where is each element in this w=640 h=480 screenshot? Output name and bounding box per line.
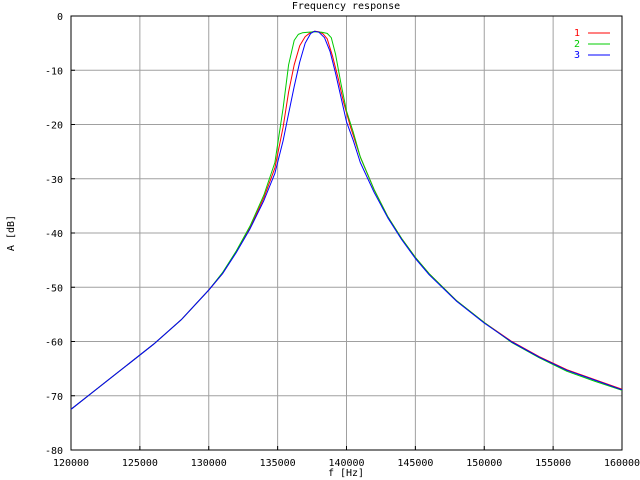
series-lines [70, 30, 623, 410]
y-tick-label: -10 [45, 66, 63, 77]
x-tick-label: 140000 [328, 458, 364, 469]
legend-label-3: 3 [574, 50, 580, 61]
chart-title: Frequency response [292, 1, 400, 12]
y-tick-label: -40 [45, 229, 63, 240]
series-line-3 [70, 30, 623, 410]
x-tick-label: 145000 [397, 458, 433, 469]
x-tick-label: 125000 [122, 458, 158, 469]
x-tick-label: 150000 [466, 458, 502, 469]
y-tick-label: -70 [45, 392, 63, 403]
x-tick-label: 155000 [535, 458, 571, 469]
legend-label-2: 2 [574, 39, 580, 50]
grid-lines [71, 16, 622, 450]
y-tick-label: -80 [45, 446, 63, 457]
legend: 123 [574, 28, 610, 61]
y-tick-label: -50 [45, 283, 63, 294]
y-tick-label: -30 [45, 175, 63, 186]
y-tick-label: 0 [57, 12, 63, 23]
legend-label-1: 1 [574, 28, 580, 39]
x-tick-label: 135000 [260, 458, 296, 469]
x-tick-label: 130000 [191, 458, 227, 469]
x-axis-label: f [Hz] [328, 468, 364, 479]
y-tick-label: -60 [45, 338, 63, 349]
x-tick-label: 160000 [604, 458, 640, 469]
y-tick-label: -20 [45, 121, 63, 132]
y-axis-label: A [dB] [6, 215, 17, 251]
x-tick-label: 120000 [53, 458, 89, 469]
axis-ticks: 120000 125000 130000 135000 140000 145000 1500… [45, 12, 640, 469]
